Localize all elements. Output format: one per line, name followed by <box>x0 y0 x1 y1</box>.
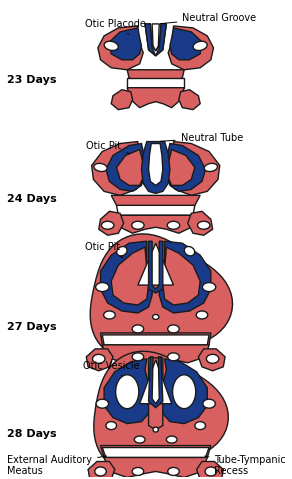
Polygon shape <box>152 24 159 51</box>
Text: Otic Placode: Otic Placode <box>84 19 145 34</box>
Text: Neutral Tube: Neutral Tube <box>160 133 243 143</box>
Ellipse shape <box>196 311 208 319</box>
Polygon shape <box>141 141 170 194</box>
Polygon shape <box>102 345 209 363</box>
Polygon shape <box>170 28 202 60</box>
Ellipse shape <box>104 41 118 50</box>
Polygon shape <box>127 70 184 82</box>
Polygon shape <box>197 461 223 479</box>
Polygon shape <box>159 241 211 313</box>
Ellipse shape <box>203 399 215 408</box>
Ellipse shape <box>204 163 218 171</box>
Ellipse shape <box>134 436 145 443</box>
Polygon shape <box>188 211 213 235</box>
Polygon shape <box>111 90 133 110</box>
Ellipse shape <box>94 163 107 171</box>
Polygon shape <box>138 243 173 285</box>
Polygon shape <box>111 247 149 305</box>
Ellipse shape <box>195 422 206 430</box>
Polygon shape <box>168 149 195 185</box>
Ellipse shape <box>167 221 180 229</box>
Ellipse shape <box>166 436 177 443</box>
Ellipse shape <box>206 354 219 363</box>
Polygon shape <box>149 358 163 430</box>
Text: Otic Pit: Otic Pit <box>84 242 123 258</box>
Polygon shape <box>106 144 145 192</box>
Polygon shape <box>149 241 163 293</box>
Polygon shape <box>90 234 232 360</box>
Polygon shape <box>149 357 163 408</box>
Polygon shape <box>88 461 115 479</box>
Polygon shape <box>127 78 184 88</box>
Text: Otic Pit: Otic Pit <box>86 140 129 153</box>
Polygon shape <box>161 359 207 423</box>
Text: 24 Days: 24 Days <box>7 194 57 205</box>
Ellipse shape <box>132 468 144 476</box>
Ellipse shape <box>168 325 179 333</box>
Ellipse shape <box>132 353 144 361</box>
Ellipse shape <box>101 221 114 229</box>
Ellipse shape <box>168 353 179 361</box>
Ellipse shape <box>193 41 207 50</box>
Polygon shape <box>102 447 209 457</box>
Ellipse shape <box>104 311 115 319</box>
Polygon shape <box>117 205 195 215</box>
Polygon shape <box>110 28 141 60</box>
Polygon shape <box>98 26 143 70</box>
Polygon shape <box>111 195 200 211</box>
Ellipse shape <box>202 283 216 292</box>
Polygon shape <box>100 241 152 313</box>
Polygon shape <box>198 349 225 371</box>
Polygon shape <box>149 144 163 185</box>
Ellipse shape <box>205 467 217 476</box>
Text: 23 Days: 23 Days <box>7 75 57 85</box>
Ellipse shape <box>106 422 117 430</box>
Ellipse shape <box>117 247 127 256</box>
Ellipse shape <box>116 375 139 409</box>
Polygon shape <box>163 247 200 305</box>
Text: External Auditory
Meatus: External Auditory Meatus <box>7 455 107 476</box>
Polygon shape <box>100 333 211 351</box>
Ellipse shape <box>153 315 159 319</box>
Ellipse shape <box>96 399 109 408</box>
Ellipse shape <box>96 283 109 292</box>
Ellipse shape <box>184 247 195 256</box>
Polygon shape <box>86 349 113 371</box>
Ellipse shape <box>95 467 106 476</box>
Polygon shape <box>92 141 143 195</box>
Text: Otic Vesicle: Otic Vesicle <box>83 361 139 376</box>
Text: 28 Days: 28 Days <box>7 429 57 439</box>
Ellipse shape <box>173 375 196 409</box>
Polygon shape <box>94 351 228 473</box>
Polygon shape <box>168 141 220 195</box>
Ellipse shape <box>197 221 210 229</box>
Ellipse shape <box>132 325 144 333</box>
Ellipse shape <box>153 427 158 432</box>
Polygon shape <box>99 211 124 235</box>
Polygon shape <box>104 457 207 478</box>
Polygon shape <box>104 359 150 423</box>
Ellipse shape <box>93 354 105 363</box>
Ellipse shape <box>132 221 144 229</box>
Text: Neutral Groove: Neutral Groove <box>160 13 256 23</box>
Polygon shape <box>145 24 156 56</box>
Polygon shape <box>117 215 195 233</box>
Polygon shape <box>166 144 206 192</box>
Polygon shape <box>117 149 143 185</box>
Polygon shape <box>179 90 200 110</box>
Ellipse shape <box>168 468 179 476</box>
Text: Tube-Tympanic
Recess: Tube-Tympanic Recess <box>205 455 286 476</box>
Polygon shape <box>127 88 184 108</box>
Polygon shape <box>102 335 209 345</box>
Polygon shape <box>140 360 172 404</box>
Text: 27 Days: 27 Days <box>7 322 57 332</box>
Polygon shape <box>145 24 166 56</box>
Polygon shape <box>156 24 166 56</box>
Polygon shape <box>168 26 213 70</box>
Polygon shape <box>100 445 211 464</box>
